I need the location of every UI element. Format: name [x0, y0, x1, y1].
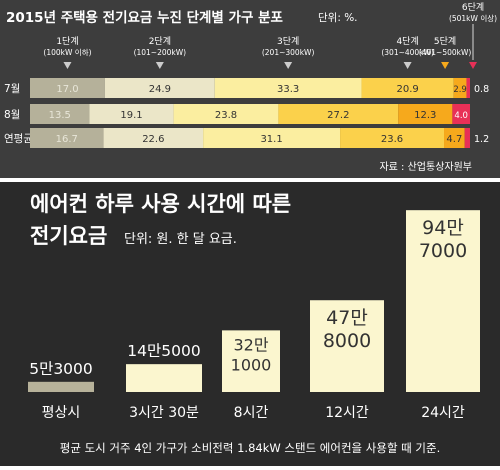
- stage-marker: [63, 62, 72, 69]
- stage-range: (301~400kW): [381, 48, 434, 57]
- stacked-bar-segment: [340, 128, 445, 148]
- stacked-bar-segment: [453, 78, 467, 98]
- bar-value-label: 8000: [323, 330, 371, 352]
- stacked-bar-segment: [466, 78, 470, 98]
- segment-value-label: 23.6: [381, 134, 403, 145]
- bottom-chart-unit: 단위: 원. 한 달 요금.: [124, 232, 237, 247]
- bar-value-label: 32만: [233, 335, 268, 354]
- bar-value-label: 7000: [419, 240, 467, 262]
- stacked-bar-segment: [203, 128, 341, 148]
- stage-name: 4단계: [396, 35, 418, 47]
- stage-name: 6단계: [462, 1, 484, 13]
- stacked-bar-segment: [464, 128, 470, 148]
- top-chart-title: 2015년 주택용 전기요금 누진 단계별 가구 분포: [6, 9, 283, 26]
- bottom-chart-title: 에어컨 하루 사용 시간에 따른: [30, 192, 291, 216]
- segment-value-label: 13.5: [49, 110, 71, 121]
- bar-value-label: 1000: [231, 355, 272, 374]
- segment-value-label: 12.3: [414, 110, 436, 121]
- segment-value-label: 2.9: [453, 85, 467, 95]
- segment-value-label: 4.7: [446, 134, 462, 145]
- segment-value-label: 0.8: [474, 84, 489, 95]
- category-label: 3시간 30분: [129, 405, 199, 421]
- stacked-bar-segment: [452, 104, 470, 124]
- segment-value-label: 24.9: [149, 84, 171, 95]
- stacked-bar-segment: [104, 78, 215, 98]
- stage-range: (501kW 이상): [449, 13, 497, 23]
- row-label: 연평균: [4, 133, 33, 145]
- stacked-bar-segment: [361, 78, 454, 98]
- segment-value-label: 31.1: [260, 134, 282, 145]
- row-label: 8월: [4, 109, 20, 121]
- bottom-chart-footnote: 평균 도시 거주 4인 가구가 소비전력 1.84kW 스탠드 에어컨을 사용할…: [60, 441, 440, 455]
- bar-value-label: 5만3000: [29, 360, 93, 378]
- bottom-chart-subtitle: 전기요금: [30, 224, 107, 248]
- stacked-bar-segment: [278, 104, 399, 124]
- bar-value-label: 47만: [326, 307, 368, 329]
- stage-range: (401~500kW): [419, 48, 472, 57]
- segment-value-label: 16.7: [56, 134, 78, 145]
- bar: [310, 300, 384, 392]
- category-label: 24시간: [421, 405, 465, 421]
- bar: [126, 364, 202, 392]
- stage-marker: [403, 62, 412, 69]
- category-label: 8시간: [234, 405, 269, 421]
- stacked-bar-segment: [444, 128, 465, 148]
- stage-range: (100kW 이하): [43, 47, 91, 57]
- segment-value-label: 33.3: [277, 84, 299, 95]
- stacked-bar-segment: [103, 128, 204, 148]
- stage-name: 2단계: [149, 35, 171, 47]
- stacked-bar-segment: [30, 78, 105, 98]
- segment-value-label: 23.8: [215, 110, 237, 121]
- segment-value-label: 1.2: [474, 134, 489, 145]
- stage-marker: [469, 62, 477, 69]
- top-chart-unit: 단위: %.: [318, 11, 358, 24]
- stage-name: 5단계: [434, 35, 456, 47]
- stacked-bar-segment: [30, 128, 104, 148]
- category-label: 평상시: [42, 405, 81, 421]
- stacked-bar-segment: [214, 78, 362, 98]
- bar: [28, 381, 94, 392]
- segment-value-label: 17.0: [56, 84, 78, 95]
- bar-value-label: 94만: [422, 217, 464, 239]
- stage-range: (101~200kW): [134, 48, 187, 57]
- top-stacked-bar-chart: 1단계(100kW 이하) 2단계(101~200kW) 3단계(201~300kW…: [4, 1, 497, 148]
- segment-value-label: 27.2: [327, 110, 349, 121]
- stage-marker: [155, 62, 164, 69]
- segment-value-label: 20.9: [396, 84, 418, 95]
- stacked-bar-segment: [89, 104, 174, 124]
- stage-name: 1단계: [56, 35, 78, 47]
- stage-marker: [441, 62, 450, 69]
- row-label: 7월: [4, 83, 20, 95]
- bar: [222, 330, 280, 392]
- stacked-bar-segment: [30, 104, 90, 124]
- stage-name: 3단계: [277, 35, 299, 47]
- segment-value-label: 22.6: [142, 134, 164, 145]
- category-label: 12시간: [325, 405, 369, 421]
- bar: [406, 210, 480, 392]
- stacked-bar-segment: [398, 104, 453, 124]
- stage-marker: [284, 62, 293, 69]
- stage-range: (201~300kW): [262, 48, 315, 57]
- segment-value-label: 19.1: [120, 110, 142, 121]
- bar-value-label: 14만5000: [127, 342, 200, 360]
- stacked-bar-segment: [173, 104, 279, 124]
- segment-value-label: 4.0: [454, 111, 468, 121]
- top-chart-source: 자료 : 산업통상자원부: [379, 160, 472, 173]
